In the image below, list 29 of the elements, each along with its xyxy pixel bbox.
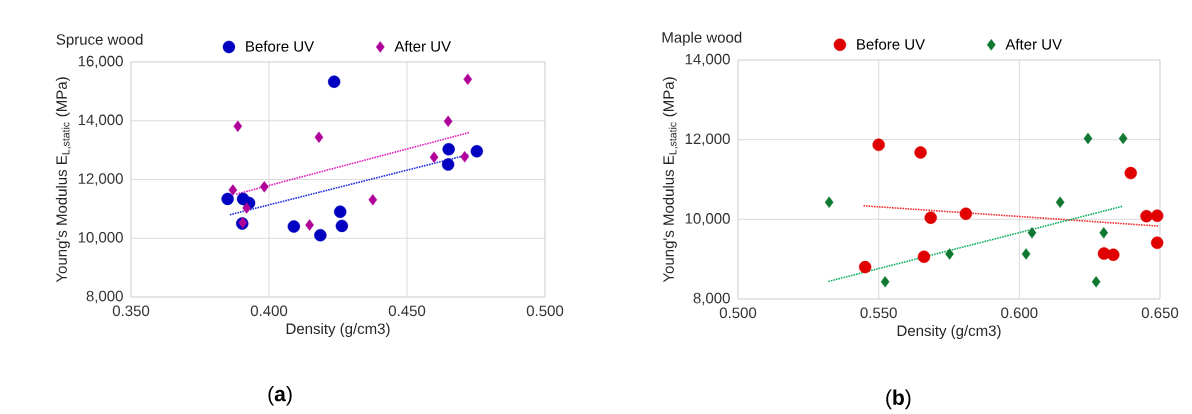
x-tick-label: 0.450 [388,305,426,317]
legend-label: Before UV [246,40,315,52]
chart-title: Maple wood [662,31,742,46]
x-tick-label: 0.400 [250,305,288,317]
y-tick-label: 10,000 [78,232,123,245]
text: (a) [268,385,292,406]
x-tick-label: 0.600 [1001,307,1038,319]
legend-label: Before UV [857,38,926,50]
y-tick-label: 8,000 [693,292,730,306]
y-tick-label: 14,000 [78,114,123,127]
text: (b) [886,389,911,410]
y-tick-label: 12,000 [78,173,123,186]
y-tick-label: 14,000 [685,53,730,67]
x-tick-label: 0.550 [860,307,897,319]
y-tick-label: 12,000 [685,133,730,146]
legend-label: After UV [1005,38,1062,50]
y-tick-label: 8,000 [86,290,123,304]
y-tick-label: 10,000 [685,213,730,226]
y-tick-label: 16,000 [78,55,123,69]
y-axis-title: Young's Modulus E$_{L,static}$ (MPa) [662,77,678,283]
x-tick-label: 0.350 [112,305,150,317]
chart-title: Spruce wood [56,33,143,48]
x-axis-title: Density (g/cm3) [897,325,1001,339]
x-tick-label: 0.500 [719,307,757,319]
x-axis-title: Density (g/cm3) [286,323,390,337]
legend-label: After UV [394,40,451,52]
x-tick-label: 0.650 [1141,307,1179,319]
y-axis-title: Young's Modulus E$_{L,static}$ (MPa) [55,77,71,283]
x-tick-label: 0.500 [526,305,564,317]
